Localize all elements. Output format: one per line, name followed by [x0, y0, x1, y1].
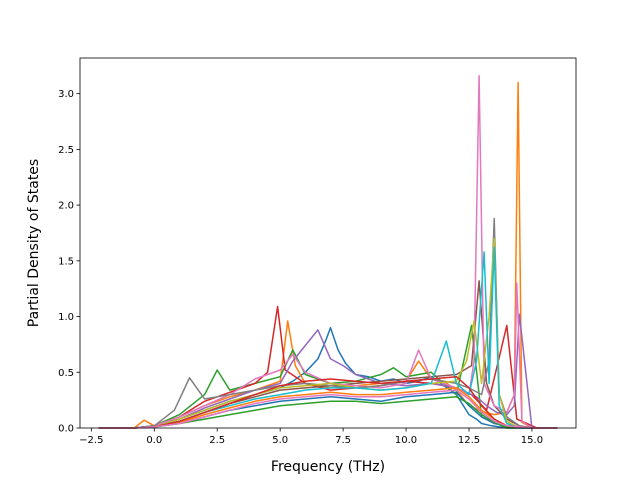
series-line-6	[98, 75, 558, 429]
x-tick-label: 0.0	[146, 435, 162, 446]
x-tick-label: 10.0	[395, 435, 417, 446]
plot-area	[80, 58, 576, 428]
x-tick-label: 12.5	[458, 435, 480, 446]
y-tick-label: 1.0	[58, 312, 74, 323]
x-tick-label: 2.5	[209, 435, 225, 446]
series-line-11	[98, 387, 558, 429]
y-tick-label: 0.0	[58, 424, 74, 435]
x-tick-label: 7.5	[335, 435, 351, 446]
series-group	[98, 75, 558, 429]
x-axis-label: Frequency (THz)	[271, 459, 385, 475]
series-line-14	[98, 389, 558, 429]
ticks-group: −2.5 0.0 2.5 5.0 7.5 10.0 12.5 15.0 0.0 0.5 1.0 1.5…	[58, 89, 543, 446]
x-tick-label: −2.5	[79, 435, 103, 446]
series-line-2	[98, 324, 558, 429]
y-tick-label: 0.5	[58, 368, 74, 379]
y-tick-label: 1.5	[58, 256, 74, 267]
plot-frame	[79, 57, 577, 429]
y-tick-label: 2.5	[58, 145, 74, 156]
x-tick-label: 15.0	[521, 435, 543, 446]
y-tick-label: 3.0	[58, 89, 74, 100]
y-tick-label: 2.0	[58, 201, 74, 212]
y-axis-label: Partial Density of States	[26, 159, 42, 327]
x-tick-label: 5.0	[272, 435, 288, 446]
series-line-3	[98, 305, 558, 429]
series-line-13	[98, 375, 558, 429]
